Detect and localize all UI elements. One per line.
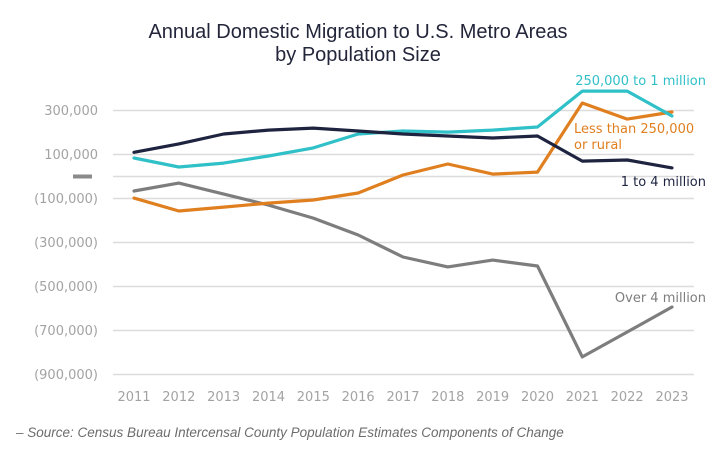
series-lines: [132, 89, 674, 359]
y-tick-label: (100,000): [34, 192, 98, 207]
chart-title: Annual Domestic Migration to U.S. Metro …: [0, 21, 716, 67]
series-line-250-000-to-1-million: [132, 89, 674, 169]
x-tick-label: 2021: [566, 390, 599, 405]
series-label: 250,000 to 1 million: [575, 74, 706, 89]
gridlines: [113, 109, 694, 376]
source-note: – Source: Census Bureau Intercensal Coun…: [16, 425, 564, 440]
x-tick-label: 2013: [207, 390, 240, 405]
x-tick-label: 2011: [117, 390, 150, 405]
x-tick-label: 2018: [431, 390, 464, 405]
x-tick-label: 2019: [476, 390, 509, 405]
x-tick-label: 2022: [611, 390, 644, 405]
y-tick-label: (700,000): [34, 324, 98, 339]
x-tick-label: 2012: [162, 390, 195, 405]
series-line-over-4-million: [132, 181, 674, 359]
x-tick-label: 2023: [655, 390, 688, 405]
y-tick-label-zero-dash: [73, 174, 92, 179]
chart-subtitle: by Population Size: [275, 44, 441, 66]
series-label: 1 to 4 million: [621, 175, 706, 190]
y-tick-label: (900,000): [34, 368, 98, 383]
series-line-less-than-250-000-or-rural: [132, 101, 674, 213]
series-label: Less than 250,000: [574, 122, 694, 137]
x-tick-label: 2020: [521, 390, 554, 405]
y-tick-label: 100,000: [44, 148, 98, 163]
x-tick-label: 2016: [342, 390, 375, 405]
y-tick-label: (300,000): [34, 236, 98, 251]
x-tick-label: 2014: [252, 390, 285, 405]
series-label: or rural: [574, 138, 622, 153]
series-labels: 250,000 to 1 million Less than 250,000or …: [574, 74, 706, 306]
chart-title-line-1: Annual Domestic Migration to U.S. Metro …: [148, 21, 568, 43]
y-axis-ticks: 300,000 100,000 (100,000) (300,000) (500,000…: [34, 104, 98, 383]
y-tick-label: (500,000): [34, 280, 98, 295]
y-tick-label: 300,000: [44, 104, 98, 119]
x-tick-label: 2015: [297, 390, 330, 405]
series-label: Over 4 million: [615, 291, 706, 306]
x-axis-ticks: 2011 2012 2013 2014 2015 2016 2017 2018 2019 2020…: [117, 390, 688, 405]
series-line-1-to-4-million: [132, 126, 674, 170]
x-tick-label: 2017: [386, 390, 419, 405]
